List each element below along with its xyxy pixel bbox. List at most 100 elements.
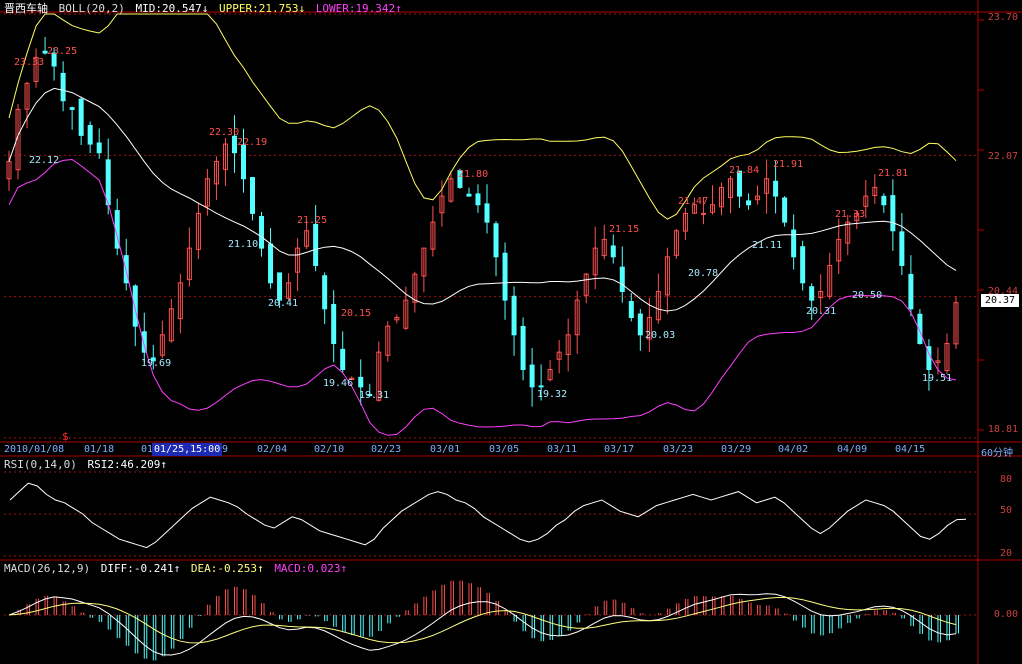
- candle: [673, 228, 679, 259]
- rsi-tick: 20: [999, 548, 1012, 559]
- current-price-badge: 20.37: [981, 294, 1019, 307]
- candle: [601, 224, 607, 260]
- candle-body: [917, 313, 923, 344]
- candle-body: [186, 247, 192, 281]
- candle: [78, 96, 84, 146]
- high-annotation: 22.30: [209, 127, 240, 138]
- candle: [168, 299, 174, 343]
- candle-body: [24, 82, 30, 110]
- candle-body: [908, 273, 914, 310]
- candle-body: [737, 170, 743, 197]
- candle-body: [87, 125, 93, 145]
- macd-header: MACD(26,12,9) DIFF:-0.241↑ DEA:-0.253↑ M…: [4, 562, 351, 575]
- candle-body: [899, 231, 905, 266]
- date-label: 02/10: [314, 444, 345, 455]
- candle-body: [322, 275, 328, 310]
- candle: [430, 206, 436, 257]
- date-label: 04/02: [778, 444, 809, 455]
- high-annotation: 21.84: [729, 165, 760, 176]
- candle: [746, 193, 752, 210]
- candle: [358, 359, 364, 406]
- candle-body: [349, 377, 355, 381]
- candle-body: [466, 193, 472, 197]
- candle: [385, 321, 391, 362]
- candle-body: [340, 348, 346, 371]
- low-annotation: 20.31: [806, 306, 837, 317]
- high-annotation: 23.25: [47, 46, 78, 57]
- candle: [250, 177, 256, 221]
- candle: [349, 376, 355, 381]
- price-grid: [4, 13, 978, 616]
- candle-body: [277, 272, 283, 301]
- candle: [295, 238, 301, 292]
- low-annotation: 22.12: [29, 155, 60, 166]
- candle: [231, 115, 237, 173]
- candle-body: [610, 245, 616, 258]
- candle: [583, 273, 589, 304]
- candle-body: [448, 178, 454, 202]
- candle: [854, 210, 860, 230]
- candle-body: [69, 107, 75, 110]
- candle-body: [935, 360, 941, 364]
- candle: [592, 226, 598, 290]
- candle-body: [132, 285, 138, 327]
- boll-lower-arrow: ↑: [395, 2, 402, 15]
- candle-body: [457, 169, 463, 188]
- candle: [520, 317, 526, 381]
- candle-body: [619, 266, 625, 292]
- stock-name: 晋西车轴: [4, 2, 48, 15]
- candle: [863, 179, 869, 218]
- macd-arrow: ↑: [340, 562, 348, 575]
- candle: [114, 198, 120, 256]
- candle-body: [845, 221, 851, 244]
- candle-body: [286, 282, 292, 299]
- candle: [177, 273, 183, 334]
- candle-body: [583, 273, 589, 296]
- candle: [791, 214, 797, 270]
- low-annotation: 20.50: [852, 290, 883, 301]
- rsi2-arrow: ↑: [160, 458, 167, 471]
- macd-histogram: [17, 580, 959, 661]
- candle-body: [529, 364, 535, 388]
- candle: [836, 218, 842, 275]
- candle: [718, 182, 724, 216]
- candle: [872, 174, 878, 204]
- candle: [700, 197, 706, 225]
- candle-body: [313, 223, 319, 266]
- candle-body: [358, 376, 364, 388]
- candle-body: [773, 180, 779, 197]
- rsi-label: RSI(0,14,0): [4, 458, 77, 471]
- candle-body: [168, 308, 174, 342]
- period-selector[interactable]: 60分钟: [981, 448, 1014, 459]
- candle: [213, 156, 219, 200]
- candlesticks[interactable]: [6, 37, 959, 407]
- candle-body: [755, 195, 761, 201]
- candle-body: [51, 52, 57, 67]
- candle: [881, 193, 887, 213]
- candle-body: [791, 229, 797, 258]
- dollar-marker-icon: $: [62, 430, 69, 443]
- macd-tick: 0.00: [993, 609, 1018, 620]
- candle: [313, 204, 319, 272]
- candle-body: [718, 186, 724, 208]
- candle-body: [385, 325, 391, 356]
- macd-label: MACD(26,12,9): [4, 562, 91, 575]
- low-annotation: 21.10: [228, 239, 259, 250]
- candle-body: [295, 247, 301, 273]
- candle-body: [33, 56, 39, 82]
- candle-body: [863, 195, 869, 207]
- candle: [322, 272, 328, 325]
- candle: [150, 344, 156, 370]
- candle-body: [709, 204, 715, 213]
- candle-body: [782, 197, 788, 223]
- low-annotation: 20.78: [688, 268, 719, 279]
- candle-body: [204, 178, 210, 207]
- price-tick: 23.70: [987, 12, 1018, 23]
- date-label: 02/23: [371, 444, 402, 455]
- candle-body: [367, 394, 373, 397]
- candle-body: [240, 144, 246, 180]
- candle: [240, 128, 246, 193]
- selected-date-box[interactable]: 01/25,15:00: [152, 443, 222, 456]
- candle-body: [511, 295, 517, 336]
